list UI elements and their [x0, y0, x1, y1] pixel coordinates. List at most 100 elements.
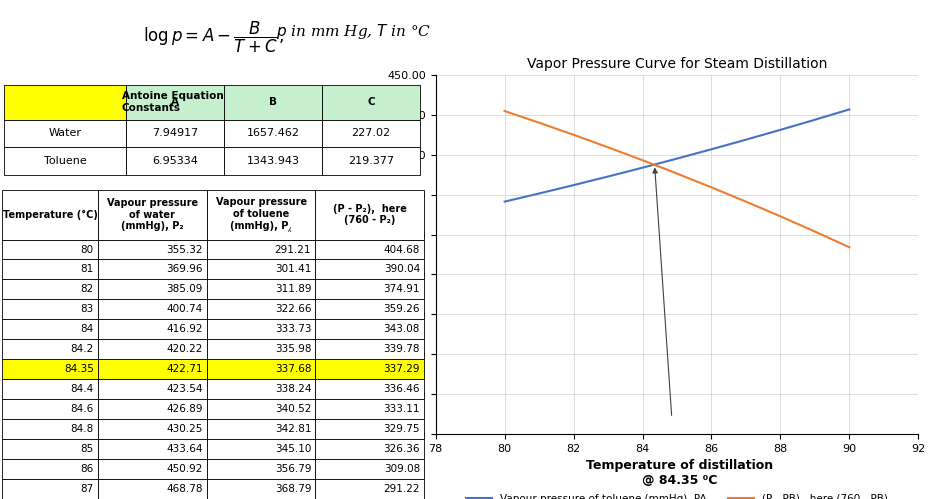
Bar [315, 259, 424, 279]
Bar [98, 439, 207, 459]
(P - PB),  here (760 - PB) [774, 214, 785, 220]
Text: $\log p = A - \dfrac{B}{T + C},$: $\log p = A - \dfrac{B}{T + C},$ [142, 20, 284, 55]
Text: 450.92: 450.92 [166, 464, 202, 474]
Text: B: B [269, 97, 276, 107]
Vapour pressure of toluene (mmHg), PA [499, 199, 510, 205]
Bar [2, 379, 98, 399]
Bar [322, 85, 419, 120]
Bar [125, 147, 224, 175]
Line: (P - PB),  here (760 - PB): (P - PB), here (760 - PB) [505, 111, 848, 247]
Bar [315, 379, 424, 399]
Text: 84.8: 84.8 [70, 424, 94, 434]
Bar [98, 379, 207, 399]
Text: 385.09: 385.09 [166, 284, 202, 294]
Bar [207, 190, 315, 240]
Text: 329.75: 329.75 [383, 424, 419, 434]
Text: 219.377: 219.377 [347, 156, 393, 166]
Text: 84.6: 84.6 [70, 404, 94, 414]
Bar [315, 279, 424, 299]
Vapour pressure of toluene (mmHg), PA [705, 146, 716, 152]
Text: 309.08: 309.08 [383, 464, 419, 474]
Text: (P - P₂),  here
(760 - P₂): (P - P₂), here (760 - P₂) [332, 204, 406, 226]
Bar [315, 190, 424, 240]
Text: 84.4: 84.4 [70, 384, 94, 394]
(P - PB),  here (760 - PB) [602, 144, 613, 150]
Text: 86: 86 [80, 464, 94, 474]
Bar [315, 319, 424, 339]
Bar [322, 120, 419, 147]
Text: 82: 82 [80, 284, 94, 294]
Bar [315, 459, 424, 479]
Text: 338.24: 338.24 [274, 384, 311, 394]
Bar [98, 279, 207, 299]
Text: 291.22: 291.22 [383, 484, 419, 494]
(P - PB),  here (760 - PB) [664, 168, 675, 174]
Vapour pressure of toluene (mmHg), PA [643, 163, 654, 169]
Bar [224, 120, 322, 147]
Text: Toluene: Toluene [44, 156, 86, 166]
Bar [207, 259, 315, 279]
Bar [2, 339, 98, 359]
(P - PB),  here (760 - PB) [636, 157, 648, 163]
Legend: Vapour pressure of toluene (mmHg), PA, (P - PB),  here (760 - PB): Vapour pressure of toluene (mmHg), PA, (… [461, 490, 891, 499]
Text: 404.68: 404.68 [383, 245, 419, 254]
Text: 311.89: 311.89 [274, 284, 311, 294]
Text: 340.52: 340.52 [274, 404, 311, 414]
Text: Temperature of distillation
@ 84.35 ⁰C: Temperature of distillation @ 84.35 ⁰C [585, 459, 772, 487]
(P - PB),  here (760 - PB) [649, 162, 660, 168]
Bar [98, 459, 207, 479]
Text: A: A [170, 97, 179, 107]
Bar [207, 279, 315, 299]
Bar [207, 240, 315, 259]
Bar [98, 240, 207, 259]
Bar [5, 85, 125, 120]
Bar [315, 419, 424, 439]
Bar [98, 259, 207, 279]
Text: 374.91: 374.91 [383, 284, 419, 294]
Bar [2, 439, 98, 459]
Bar [98, 399, 207, 419]
Bar [207, 299, 315, 319]
Vapour pressure of toluene (mmHg), PA [739, 137, 751, 143]
Text: 416.92: 416.92 [166, 324, 202, 334]
(P - PB),  here (760 - PB) [499, 108, 510, 114]
Text: 227.02: 227.02 [351, 128, 390, 139]
Text: 85: 85 [80, 444, 94, 454]
(P - PB),  here (760 - PB) [809, 229, 820, 235]
Text: 84.35: 84.35 [64, 364, 94, 374]
Bar [98, 479, 207, 499]
Bar [2, 259, 98, 279]
Text: 333.11: 333.11 [383, 404, 419, 414]
Text: Temperature (°C): Temperature (°C) [3, 210, 97, 220]
Text: 426.89: 426.89 [166, 404, 202, 414]
Bar [315, 339, 424, 359]
Bar [2, 419, 98, 439]
Text: 87: 87 [80, 484, 94, 494]
Text: 420.22: 420.22 [166, 344, 202, 354]
Bar [315, 299, 424, 319]
Bar [315, 479, 424, 499]
Text: $p$ in mm Hg, $T$ in °C: $p$ in mm Hg, $T$ in °C [276, 22, 431, 41]
Bar [207, 439, 315, 459]
Bar [98, 419, 207, 439]
(P - PB),  here (760 - PB) [533, 120, 544, 126]
Bar [315, 359, 424, 379]
Bar [2, 240, 98, 259]
(P - PB),  here (760 - PB) [842, 244, 854, 250]
Vapour pressure of toluene (mmHg), PA [636, 165, 648, 171]
(P - PB),  here (760 - PB) [567, 132, 578, 138]
Bar [207, 319, 315, 339]
Text: 356.79: 356.79 [274, 464, 311, 474]
Text: 7.94917: 7.94917 [152, 128, 197, 139]
Vapour pressure of toluene (mmHg), PA [649, 162, 660, 168]
Bar [2, 399, 98, 419]
(P - PB),  here (760 - PB) [650, 163, 661, 169]
Text: Water: Water [49, 128, 81, 139]
Text: 80: 80 [80, 245, 94, 254]
Vapour pressure of toluene (mmHg), PA [809, 117, 820, 123]
Bar [224, 85, 322, 120]
Text: 1343.943: 1343.943 [246, 156, 299, 166]
Bar [207, 479, 315, 499]
Text: 343.08: 343.08 [383, 324, 419, 334]
Bar [2, 279, 98, 299]
